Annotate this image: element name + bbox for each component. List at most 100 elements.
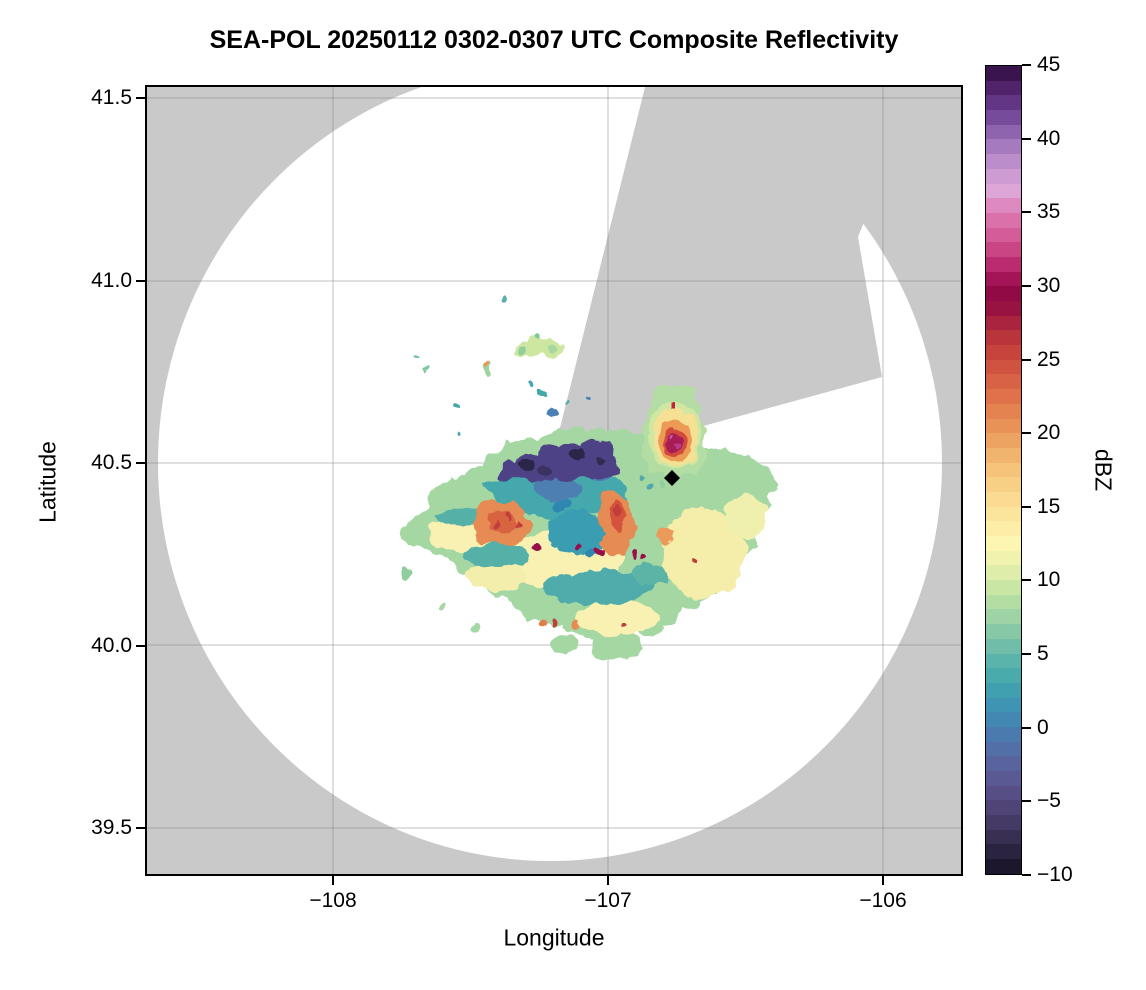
colorbar-tick-mark	[1022, 874, 1031, 876]
colorbar-band	[986, 139, 1021, 155]
y-tick-label: 41.0	[91, 268, 132, 292]
colorbar-tick-label: −5	[1037, 789, 1061, 813]
colorbar-tick-label: 10	[1037, 568, 1061, 592]
y-tick-label: 40.0	[91, 633, 132, 657]
colorbar-tick-mark	[1022, 726, 1031, 729]
colorbar-band	[986, 594, 1021, 610]
page-title: SEA-POL 20250112 0302-0307 UTC Composite…	[209, 26, 899, 54]
y-tick-mark	[136, 279, 145, 282]
colorbar-tick-mark	[1022, 284, 1031, 287]
x-tick-label: −107	[584, 889, 632, 912]
colorbar-band	[986, 374, 1021, 390]
y-tick-label: 39.5	[91, 816, 132, 839]
x-tick-label: −106	[859, 889, 907, 912]
colorbar-band	[986, 697, 1021, 713]
colorbar-band	[986, 403, 1021, 419]
colorbar-tick-mark	[1022, 505, 1031, 508]
colorbar-tick-label: 45	[1037, 53, 1061, 76]
x-tick-mark	[882, 876, 884, 885]
colorbar-band	[986, 286, 1021, 301]
colorbar-band	[986, 183, 1021, 199]
colorbar-band	[986, 536, 1021, 551]
colorbar-band	[986, 227, 1021, 243]
colorbar-band	[986, 124, 1021, 140]
colorbar	[985, 65, 1022, 875]
colorbar-band	[986, 756, 1021, 771]
colorbar-band	[986, 609, 1021, 625]
colorbar-band	[986, 668, 1021, 683]
colorbar-tick-mark	[1022, 579, 1031, 582]
colorbar-tick-mark	[1022, 432, 1031, 435]
colorbar-band	[986, 682, 1021, 698]
x-tick-label: −108	[309, 889, 357, 912]
colorbar-band	[986, 345, 1021, 360]
reflectivity-field	[401, 295, 777, 659]
colorbar-band	[986, 242, 1021, 257]
colorbar-tick-mark	[1022, 137, 1031, 140]
colorbar-band	[986, 580, 1021, 595]
site-diamond-icon	[664, 470, 680, 486]
colorbar-band	[986, 433, 1021, 448]
colorbar-band	[986, 110, 1021, 125]
colorbar-band	[986, 565, 1021, 581]
colorbar-band	[986, 66, 1021, 81]
colorbar-tick-mark	[1022, 358, 1031, 361]
colorbar-band	[986, 154, 1021, 169]
x-tick-mark	[332, 876, 334, 885]
colorbar-tick-label: 5	[1037, 642, 1049, 666]
colorbar-band	[986, 741, 1021, 757]
colorbar-band	[986, 80, 1021, 96]
colorbar-band	[986, 462, 1021, 478]
colorbar-tick-mark	[1022, 653, 1031, 656]
colorbar-band	[986, 198, 1021, 213]
y-tick-mark	[136, 462, 145, 464]
colorbar-band	[986, 212, 1021, 228]
colorbar-band	[986, 771, 1021, 786]
colorbar-tick-label: 40	[1037, 126, 1061, 150]
colorbar-band	[986, 447, 1021, 463]
colorbar-tick-label: 30	[1037, 273, 1061, 297]
colorbar-tick-label: 35	[1037, 200, 1061, 224]
radar-plot	[145, 85, 963, 876]
axes-frame	[145, 85, 963, 876]
y-tick-label: 40.5	[91, 451, 132, 474]
colorbar-band	[986, 315, 1021, 331]
colorbar-band	[986, 550, 1021, 566]
colorbar-band	[986, 271, 1021, 287]
colorbar-tick-label: 20	[1037, 421, 1061, 445]
colorbar-band	[986, 800, 1021, 816]
colorbar-tick-mark	[1022, 64, 1031, 66]
colorbar-band	[986, 624, 1021, 639]
colorbar-band	[986, 653, 1021, 669]
colorbar-tick-label: 0	[1037, 715, 1049, 739]
x-tick-mark	[607, 876, 609, 885]
y-tick-mark	[136, 644, 145, 647]
colorbar-tick-label: 15	[1037, 494, 1061, 518]
colorbar-band	[986, 829, 1021, 845]
colorbar-band	[986, 168, 1021, 184]
y-tick-label: 41.5	[91, 86, 132, 109]
colorbar-band	[986, 256, 1021, 272]
colorbar-band	[986, 506, 1021, 522]
colorbar-band	[986, 95, 1021, 111]
colorbar-title: dBZ	[1090, 448, 1117, 492]
colorbar-band	[986, 477, 1021, 492]
colorbar-band	[986, 726, 1021, 742]
colorbar-band	[986, 859, 1021, 874]
colorbar-band	[986, 785, 1021, 801]
colorbar-band	[986, 359, 1021, 375]
colorbar-tick-mark	[1022, 211, 1031, 214]
colorbar-band	[986, 712, 1021, 727]
colorbar-band	[986, 389, 1021, 404]
colorbar-band	[986, 521, 1021, 536]
colorbar-tick-label: −10	[1037, 863, 1073, 886]
y-tick-mark	[136, 827, 145, 829]
colorbar-band	[986, 301, 1021, 316]
x-axis-title: Longitude	[503, 924, 605, 951]
y-tick-mark	[136, 97, 145, 99]
colorbar-band	[986, 638, 1021, 654]
colorbar-band	[986, 491, 1021, 507]
colorbar-band	[986, 815, 1021, 830]
colorbar-tick-label: 25	[1037, 347, 1061, 371]
colorbar-band	[986, 418, 1021, 434]
